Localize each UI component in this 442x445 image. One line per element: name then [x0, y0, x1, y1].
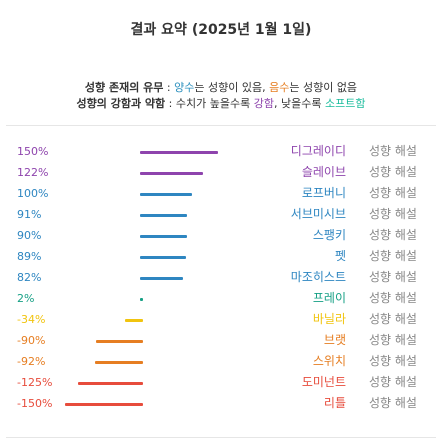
result-percent: -34% [17, 313, 46, 326]
result-row: 100% 로프버니 성향 해설 [0, 185, 442, 206]
result-percent: 100% [17, 187, 49, 200]
explanation-link[interactable]: 성향 해설 [369, 354, 417, 368]
legend-strength-key: 성향의 강함과 약함 [76, 97, 166, 110]
legend-negative-word: 음수 [269, 81, 290, 94]
result-name: 슬레이브 [301, 165, 346, 179]
result-bar [140, 151, 218, 154]
explanation-link[interactable]: 성향 해설 [369, 396, 417, 410]
legend-strong-word: 강함 [253, 97, 274, 110]
result-bar [78, 382, 143, 385]
result-bar [140, 193, 192, 196]
result-row: 89% 펫 성향 해설 [0, 248, 442, 269]
result-name: 프레이 [312, 291, 346, 305]
divider-bottom [6, 437, 436, 438]
legend-line-strength: 성향의 강함과 약함 : 수치가 높을수록 강함, 낮을수록 소프트함 [0, 96, 442, 112]
explanation-link[interactable]: 성향 해설 [369, 249, 417, 263]
explanation-link[interactable]: 성향 해설 [369, 228, 417, 242]
explanation-link[interactable]: 성향 해설 [369, 207, 417, 221]
legend-negative-rest: 는 성향이 없음 [289, 81, 358, 94]
result-bar [140, 235, 187, 238]
result-row: 82% 마조히스트 성향 해설 [0, 269, 442, 290]
result-name: 펫 [334, 249, 346, 263]
result-percent: -92% [17, 355, 46, 368]
result-name: 디그레이디 [290, 144, 346, 158]
explanation-link[interactable]: 성향 해설 [369, 375, 417, 389]
result-name: 도미넌트 [301, 375, 346, 389]
result-percent: 150% [17, 145, 49, 158]
explanation-link[interactable]: 성향 해설 [369, 186, 417, 200]
result-name: 브랫 [323, 333, 346, 347]
result-row: 2% 프레이 성향 해설 [0, 290, 442, 311]
result-row: 90% 스팽키 성향 해설 [0, 227, 442, 248]
result-bar [140, 277, 183, 280]
legend-line-existence: 성향 존재의 유무 : 양수는 성향이 있음, 음수는 성향이 없음 [0, 80, 442, 96]
result-bar [96, 340, 143, 343]
legend-positive-word: 양수 [174, 81, 195, 94]
legend-existence-sep: : [163, 81, 175, 94]
result-percent: -150% [17, 397, 53, 410]
result-row: -150% 리틀 성향 해설 [0, 395, 442, 416]
page-title: 결과 요약 (2025년 1월 1일) [130, 22, 312, 38]
result-percent: 90% [17, 229, 42, 242]
result-row: 122% 슬레이브 성향 해설 [0, 164, 442, 185]
result-bar [140, 214, 188, 217]
result-name: 서브미시브 [290, 207, 346, 221]
legend-positive-rest: 는 성향이 있음, [194, 81, 270, 94]
result-name: 마조히스트 [290, 270, 346, 284]
result-name: 바닐라 [312, 312, 346, 326]
result-bar [125, 319, 143, 322]
explanation-link[interactable]: 성향 해설 [369, 144, 417, 158]
legend-strength-sep: : 수치가 높을수록 [165, 97, 254, 110]
result-percent: -90% [17, 334, 46, 347]
result-percent: 82% [17, 271, 42, 284]
result-percent: 2% [17, 292, 35, 305]
result-name: 로프버니 [301, 186, 346, 200]
explanation-link[interactable]: 성향 해설 [369, 270, 417, 284]
result-name: 리틀 [323, 396, 346, 410]
result-row: -125% 도미넌트 성향 해설 [0, 374, 442, 395]
result-row: 150% 디그레이디 성향 해설 [0, 143, 442, 164]
result-row: 91% 서브미시브 성향 해설 [0, 206, 442, 227]
explanation-link[interactable]: 성향 해설 [369, 333, 417, 347]
result-percent: 89% [17, 250, 42, 263]
result-bar [140, 298, 143, 301]
result-percent: 122% [17, 166, 49, 179]
legend-soft-word: 소프트함 [324, 97, 366, 110]
result-percent: 91% [17, 208, 42, 221]
divider [6, 125, 436, 126]
result-bar [65, 403, 143, 406]
result-bar [95, 361, 143, 364]
result-row: -34% 바닐라 성향 해설 [0, 311, 442, 332]
result-bar [140, 172, 204, 175]
result-row: -90% 브랫 성향 해설 [0, 332, 442, 353]
result-name: 스팽키 [312, 228, 346, 242]
legend-strength-mid: , 낮을수록 [273, 97, 325, 110]
explanation-link[interactable]: 성향 해설 [369, 312, 417, 326]
legend: 성향 존재의 유무 : 양수는 성향이 있음, 음수는 성향이 없음 성향의 강… [0, 80, 442, 112]
explanation-link[interactable]: 성향 해설 [369, 165, 417, 179]
explanation-link[interactable]: 성향 해설 [369, 291, 417, 305]
result-row: -92% 스위치 성향 해설 [0, 353, 442, 374]
result-list: 150% 디그레이디 성향 해설 122% 슬레이브 성향 해설 100% 로프버니 성향 해설… [0, 143, 442, 416]
result-name: 스위치 [312, 354, 346, 368]
result-percent: -125% [17, 376, 53, 389]
result-bar [140, 256, 187, 259]
legend-existence-key: 성향 존재의 유무 [84, 81, 164, 94]
